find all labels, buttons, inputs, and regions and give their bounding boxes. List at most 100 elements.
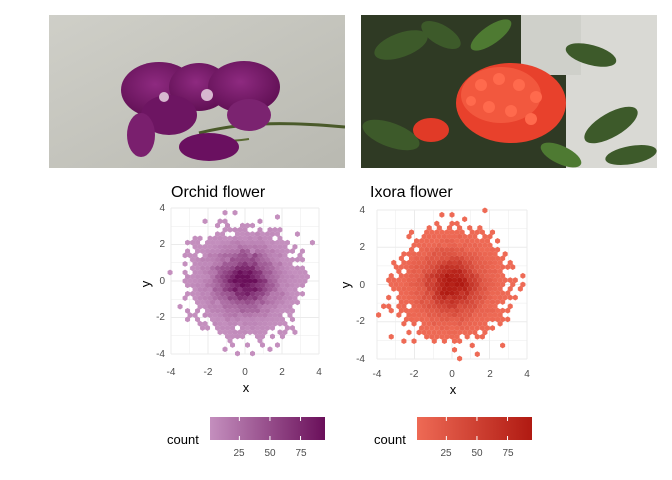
hex-cell xyxy=(237,278,243,284)
hex-cell xyxy=(215,265,221,272)
x-tick-label: -2 xyxy=(410,369,419,380)
hex-cell xyxy=(403,281,409,288)
hex-cell xyxy=(467,303,473,310)
hex-cell xyxy=(254,307,260,314)
hex-cell xyxy=(272,303,278,310)
hex-cell xyxy=(264,307,270,314)
hex-cell xyxy=(205,307,211,314)
hex-cell xyxy=(289,265,295,272)
hex-cell xyxy=(479,325,485,331)
hex-cell xyxy=(264,325,270,331)
hex-cell xyxy=(424,299,430,305)
legend-break-label: 25 xyxy=(440,448,452,459)
hex-cell xyxy=(505,290,511,297)
hex-cell xyxy=(227,286,233,293)
hex-cell xyxy=(441,259,447,266)
hex-cell xyxy=(215,282,221,289)
hex-cell xyxy=(252,252,258,259)
hex-cell xyxy=(408,281,415,288)
hex-cell xyxy=(237,286,243,293)
hex-cell xyxy=(454,246,460,253)
hex-cell xyxy=(195,316,201,323)
hex-cell xyxy=(462,285,468,292)
hex-cell xyxy=(247,243,253,250)
hex-cell xyxy=(439,325,445,331)
hex-cell xyxy=(457,277,463,284)
hex-cell xyxy=(426,268,432,275)
hex-cell xyxy=(205,248,211,255)
hex-cell xyxy=(411,268,417,275)
hex-cell xyxy=(477,224,483,231)
hex-cell xyxy=(254,265,260,272)
hex-cell xyxy=(282,295,288,301)
hex-cell xyxy=(411,251,417,257)
hex-cell xyxy=(252,243,258,250)
hex-cell xyxy=(242,226,248,233)
hex-cell xyxy=(439,333,445,340)
hex-cell xyxy=(242,329,248,336)
hex-cell xyxy=(257,261,263,267)
hex-cell xyxy=(210,290,216,297)
hex-cell xyxy=(190,256,196,263)
legend-colorbar xyxy=(417,417,532,440)
hex-cell xyxy=(259,282,265,289)
hex-cell xyxy=(446,277,452,284)
hex-cell xyxy=(257,295,263,301)
hex-cell xyxy=(200,248,206,255)
y-tick-label: 4 xyxy=(159,203,165,214)
hex-cell xyxy=(469,316,475,323)
hex-cell xyxy=(215,248,221,255)
hex-cell xyxy=(289,307,295,314)
hex-cell xyxy=(267,252,273,259)
hex-cell xyxy=(457,355,463,362)
hex-cell xyxy=(464,238,470,244)
hex-cell xyxy=(267,286,273,293)
hex-cell xyxy=(230,307,236,314)
hex-cell xyxy=(406,233,412,240)
hex-cell xyxy=(416,251,422,257)
hex-cell xyxy=(225,307,231,314)
hex-cell xyxy=(449,264,455,270)
hex-cell xyxy=(185,273,191,280)
hex-cell xyxy=(222,303,228,310)
hex-cell xyxy=(467,294,473,301)
hex-cell xyxy=(444,307,450,314)
hex-cell xyxy=(497,285,503,292)
hex-cell xyxy=(272,295,278,301)
hex-cell xyxy=(225,290,231,297)
hex-cell xyxy=(235,265,240,272)
hex-cell xyxy=(192,295,198,301)
hex-cell xyxy=(182,278,188,284)
hex-cell xyxy=(436,251,442,257)
hex-cell xyxy=(242,312,248,319)
hex-cell xyxy=(259,342,265,348)
hex-cell xyxy=(441,285,447,292)
hex-cell xyxy=(520,281,526,288)
hex-cell xyxy=(207,312,213,319)
hex-cell xyxy=(254,316,260,323)
hex-cell xyxy=(195,282,201,289)
hex-cell xyxy=(262,303,268,310)
hex-cell xyxy=(235,333,240,340)
hex-cell xyxy=(487,294,493,301)
hex-cell xyxy=(489,316,496,323)
hex-cell xyxy=(225,316,231,323)
hex-cell xyxy=(484,325,490,331)
hex-cell xyxy=(232,295,238,301)
hex-cell xyxy=(215,273,221,280)
hex-cell xyxy=(421,303,427,310)
hex-cell xyxy=(225,333,231,340)
hex-cell xyxy=(424,307,430,314)
hex-cell xyxy=(284,290,290,297)
hex-cell xyxy=(277,329,283,336)
hex-cell xyxy=(250,316,255,323)
hex-cell xyxy=(457,251,463,257)
x-tick-label: 2 xyxy=(487,369,493,380)
hex-cell xyxy=(267,278,273,284)
hex-cell xyxy=(482,277,488,284)
hex-cell xyxy=(197,303,203,310)
hex-cell xyxy=(444,333,450,340)
hex-cell xyxy=(388,333,394,340)
hex-cell xyxy=(459,325,465,331)
hex-cell xyxy=(500,264,506,270)
